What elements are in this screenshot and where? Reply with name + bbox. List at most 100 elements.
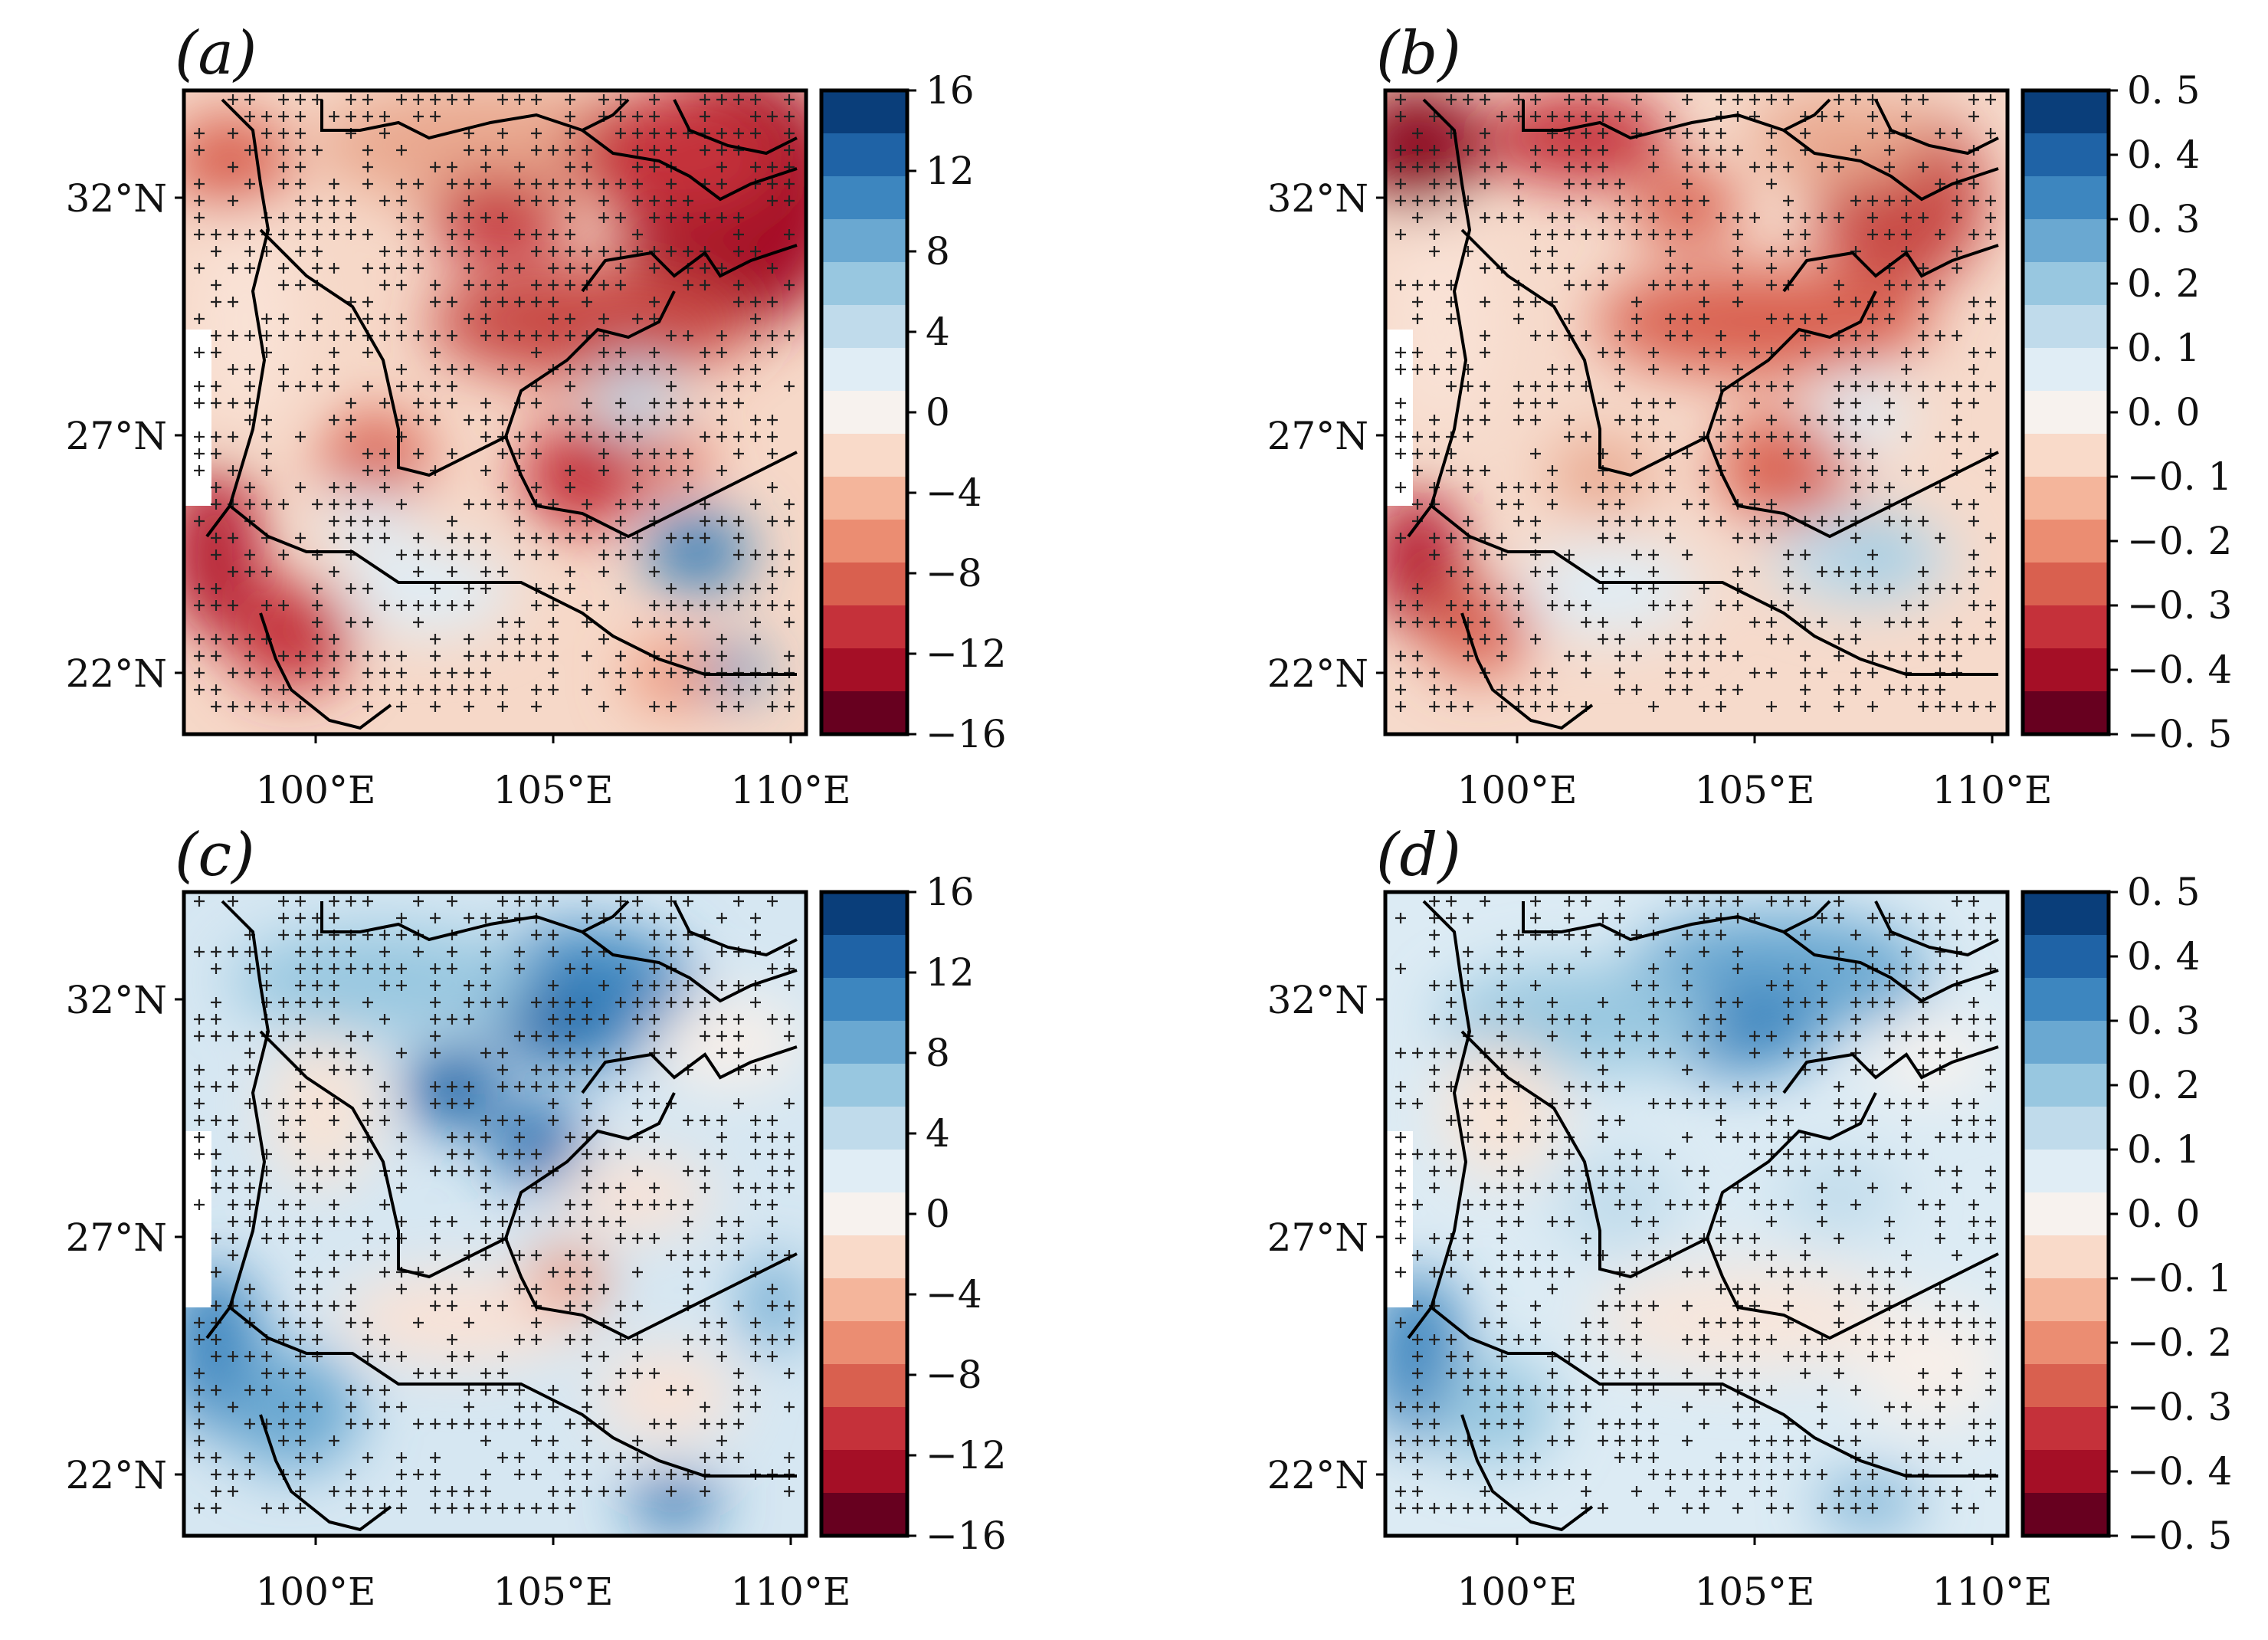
- colorbar-b: 0. 5 0. 4 0. 3 0. 2 0. 1 0. 0 −0. 1 −0. 2 −0. 3 −…: [2021, 68, 2232, 756]
- colorbar-tick-label: −0. 3: [2127, 583, 2232, 628]
- colorbar-swatch: [2023, 563, 2109, 606]
- colorbar-tick-label: 8: [926, 1031, 950, 1075]
- panel-c-field: [184, 892, 806, 1536]
- panel-b-field: [1385, 90, 2007, 734]
- colorbar-tick-label: 8: [926, 229, 950, 274]
- colorbar-swatch: [2023, 1235, 2109, 1279]
- lon-tick-label: 100°E: [1457, 768, 1578, 812]
- colorbar-swatch: [821, 605, 907, 649]
- significance-stipple-c: [194, 896, 795, 1514]
- lat-tick-label: 27°N: [1267, 1215, 1368, 1260]
- colorbar-tick-label: 0. 0: [2127, 390, 2200, 435]
- colorbar-swatch: [2023, 133, 2109, 177]
- colorbar-swatch: [2023, 219, 2109, 263]
- colorbar-swatch: [821, 1150, 907, 1193]
- colorbar-swatch: [821, 520, 907, 563]
- colorbar-swatch: [2023, 978, 2109, 1022]
- colorbar-swatch: [821, 1021, 907, 1064]
- lat-tick-label: 22°N: [66, 1453, 167, 1497]
- colorbar-swatch: [821, 348, 907, 392]
- colorbar-swatch: [2023, 1278, 2109, 1322]
- lon-tick-label: 110°E: [731, 1569, 851, 1614]
- colorbar-tick-label: 0. 4: [2127, 133, 2200, 177]
- colorbar-swatch: [2023, 892, 2109, 936]
- lat-tick-label: 22°N: [1267, 651, 1368, 696]
- colorbar-swatch: [2023, 1321, 2109, 1365]
- colorbar-tick-label: 12: [926, 149, 975, 193]
- colorbar-tick-label: 0. 3: [2127, 999, 2200, 1043]
- lon-tick-label: 110°E: [1932, 1569, 2053, 1614]
- colorbar-tick-label: −0. 1: [2127, 454, 2232, 499]
- lat-tick-label: 27°N: [1267, 414, 1368, 458]
- lon-tick-label: 110°E: [731, 768, 851, 812]
- province-boundaries-c: [205, 900, 798, 1532]
- colorbar-tick-label: 0. 2: [2127, 1063, 2200, 1107]
- colorbar-tick-label: 0. 0: [2127, 1192, 2200, 1236]
- panel-b: (b): [1376, 19, 2010, 736]
- colorbar-swatch: [821, 1450, 907, 1494]
- colorbar-swatch: [821, 434, 907, 477]
- colorbar-tick-label: 0. 1: [2127, 326, 2200, 370]
- colorbar-swatch: [2023, 1192, 2109, 1236]
- colorbar-swatch: [821, 1107, 907, 1150]
- colorbar-tick-label: −0. 5: [2127, 712, 2232, 756]
- panel-a-field: [184, 90, 806, 734]
- colorbar-tick-label: 4: [926, 1111, 950, 1156]
- lon-tick-label: 100°E: [256, 768, 376, 812]
- significance-stipple-d: [1395, 896, 1996, 1514]
- colorbar-swatch: [821, 1364, 907, 1408]
- colorbar-tick-label: −0. 4: [2127, 1449, 2232, 1494]
- colorbar-tick-label: −0. 2: [2127, 519, 2232, 563]
- colorbar-swatch: [821, 691, 907, 735]
- colorbar-tick-label: 0. 2: [2127, 261, 2200, 306]
- colorbar-tick-label: −0. 2: [2127, 1320, 2232, 1365]
- colorbar-swatch: [821, 219, 907, 263]
- lon-tick-label: 105°E: [1695, 1569, 1815, 1614]
- colorbar-swatch: [2023, 305, 2109, 349]
- lat-tick-label: 32°N: [1267, 978, 1368, 1022]
- colorbar-swatch: [821, 1321, 907, 1365]
- colorbar-swatch: [2023, 434, 2109, 477]
- colorbar-swatch: [821, 477, 907, 520]
- lon-tick-label: 105°E: [1695, 768, 1815, 812]
- colorbar-swatch: [2023, 605, 2109, 649]
- colorbar-tick-label: −0. 4: [2127, 648, 2232, 692]
- colorbar-swatch: [2023, 348, 2109, 392]
- colorbar-tick-label: 0. 5: [2127, 68, 2200, 113]
- colorbar-tick-label: −16: [926, 1514, 1007, 1558]
- colorbar-swatch: [821, 262, 907, 306]
- colorbar-swatch: [821, 1493, 907, 1537]
- lat-tick-label: 22°N: [66, 651, 167, 696]
- colorbar-tick-label: −16: [926, 712, 1007, 756]
- lat-tick-label: 22°N: [1267, 1453, 1368, 1497]
- colorbar-tick-label: 16: [926, 68, 975, 113]
- colorbar-swatch: [821, 1407, 907, 1451]
- lat-tick-label: 27°N: [66, 1215, 167, 1260]
- colorbar-tick-label: −0. 5: [2127, 1514, 2232, 1558]
- colorbar-swatch: [821, 176, 907, 220]
- colorbar-swatch: [2023, 691, 2109, 735]
- lon-tick-label: 105°E: [493, 768, 614, 812]
- axis-labels: 32°N 27°N 22°N 100°E 105°E 110°E 32°N 27°N 22°N 1…: [66, 176, 2053, 1614]
- lat-tick-label: 27°N: [66, 414, 167, 458]
- lon-tick-label: 100°E: [256, 1569, 376, 1614]
- colorbar-swatch: [821, 133, 907, 177]
- colorbar-tick-label: −4: [926, 1272, 982, 1317]
- colorbar-tick-label: −0. 1: [2127, 1256, 2232, 1301]
- map-frame-a: [182, 88, 808, 736]
- lon-tick-label: 105°E: [493, 1569, 614, 1614]
- province-boundaries-d: [1407, 900, 1999, 1532]
- province-boundaries-b: [1407, 98, 1999, 730]
- colorbar-swatch: [821, 1278, 907, 1322]
- panel-d: (d): [1376, 821, 2010, 1538]
- lat-tick-label: 32°N: [66, 978, 167, 1022]
- panel-label-d: (d): [1376, 821, 1461, 890]
- colorbar-swatch: [821, 1235, 907, 1279]
- colorbar-swatch: [2023, 935, 2109, 979]
- colorbar-swatch: [2023, 477, 2109, 520]
- colorbar-swatch: [2023, 391, 2109, 435]
- panel-a: (a): [175, 19, 808, 736]
- colorbar-swatch: [2023, 1150, 2109, 1193]
- colorbar-swatch: [821, 563, 907, 606]
